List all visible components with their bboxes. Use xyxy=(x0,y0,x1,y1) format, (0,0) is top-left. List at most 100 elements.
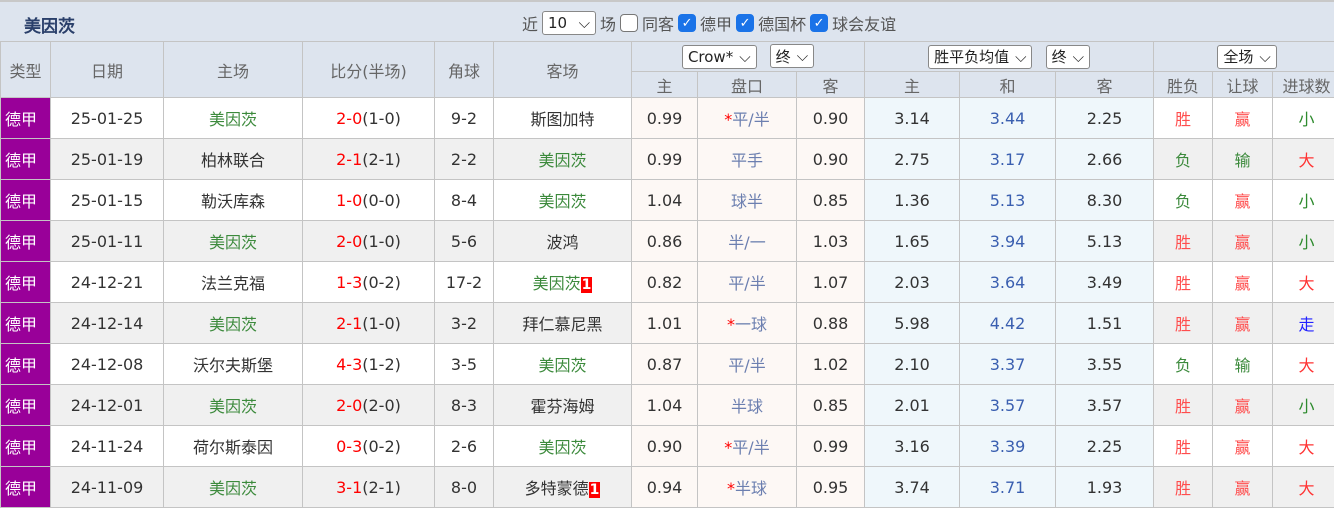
away-team: 美因茨1 xyxy=(493,261,632,303)
league-type[interactable]: 德甲 xyxy=(0,343,51,385)
away-odds: 1.07 xyxy=(796,261,865,303)
red-card-badge: 1 xyxy=(580,277,593,293)
result-win-loss: 胜 xyxy=(1153,466,1214,508)
handicap-line: 半球 xyxy=(697,384,797,426)
home-odds: 0.90 xyxy=(631,425,698,467)
table-row: 德甲 24-12-08 沃尔夫斯堡 4-3(1-2) 3-5 美因茨 0.87 … xyxy=(0,343,1334,385)
result-handicap: 赢 xyxy=(1212,466,1274,508)
team-name[interactable]: 美因茨 xyxy=(532,274,581,293)
result-goals: 小 xyxy=(1272,384,1334,426)
near-label: 近 xyxy=(522,15,539,34)
league-type[interactable]: 德甲 xyxy=(0,302,51,344)
full-score[interactable]: 4-3 xyxy=(336,354,363,374)
handicap-value: 球半 xyxy=(730,192,763,211)
team-name[interactable]: 法兰克福 xyxy=(200,274,265,293)
league-type[interactable]: 德甲 xyxy=(0,220,51,262)
handicap-value: 半球 xyxy=(734,479,767,498)
home-team: 勒沃库森 xyxy=(163,179,303,221)
half-score: (0-2) xyxy=(362,436,401,456)
company-select[interactable]: Crow* ⌵ xyxy=(681,44,757,69)
scope-select[interactable]: 全场 ⌵ xyxy=(1217,44,1277,69)
handicap-line: *平/半 xyxy=(697,425,797,467)
avg-draw: 3.57 xyxy=(959,384,1056,426)
league-type[interactable]: 德甲 xyxy=(0,97,51,139)
full-score[interactable]: 1-3 xyxy=(336,272,363,292)
header-away: 客场 xyxy=(493,41,632,98)
team-name[interactable]: 美因茨 xyxy=(208,397,257,416)
score: 2-0(1-0) xyxy=(302,97,435,139)
final-select-2[interactable]: 终 ⌵ xyxy=(1045,44,1090,69)
team-name[interactable]: 波鸿 xyxy=(546,233,579,252)
result-handicap: 赢 xyxy=(1212,302,1274,344)
league-checkbox-2[interactable]: ✓ xyxy=(810,14,829,32)
team-name[interactable]: 美因茨 xyxy=(538,192,587,211)
home-odds: 1.04 xyxy=(631,384,698,426)
half-score: (2-1) xyxy=(362,477,401,497)
full-score[interactable]: 2-0 xyxy=(336,231,363,251)
same-away-checkbox[interactable] xyxy=(620,14,639,32)
header-date: 日期 xyxy=(50,41,164,98)
match-date: 25-01-25 xyxy=(50,97,164,139)
team-name[interactable]: 美因茨 xyxy=(208,233,257,252)
home-odds: 0.99 xyxy=(631,97,698,139)
home-odds: 0.99 xyxy=(631,138,698,180)
title-bar: 美因茨 近 10 ⌵ 场 同客 ✓ 德甲 ✓ 德国杯 ✓ 球会友谊 xyxy=(0,0,1334,41)
team-name[interactable]: 美因茨 xyxy=(208,479,257,498)
match-count-select[interactable]: 10 ⌵ xyxy=(542,11,597,35)
half-score: (1-0) xyxy=(362,313,401,333)
team-name[interactable]: 霍芬海姆 xyxy=(530,397,595,416)
full-score[interactable]: 2-0 xyxy=(336,395,363,415)
full-score[interactable]: 2-0 xyxy=(336,108,363,128)
league-type[interactable]: 德甲 xyxy=(0,384,51,426)
star-icon: * xyxy=(724,438,733,457)
league-type[interactable]: 德甲 xyxy=(0,179,51,221)
score: 1-0(0-0) xyxy=(302,179,435,221)
home-odds: 0.87 xyxy=(631,343,698,385)
subheader: 主 xyxy=(864,71,960,98)
team-name[interactable]: 柏林联合 xyxy=(200,151,265,170)
full-score[interactable]: 0-3 xyxy=(336,436,363,456)
result-goals: 小 xyxy=(1272,97,1334,139)
team-name[interactable]: 沃尔夫斯堡 xyxy=(192,356,273,375)
filters: 近 10 ⌵ 场 同客 ✓ 德甲 ✓ 德国杯 ✓ 球会友谊 xyxy=(522,11,896,35)
team-name[interactable]: 拜仁慕尼黑 xyxy=(522,315,603,334)
home-team: 法兰克福 xyxy=(163,261,303,303)
result-win-loss: 胜 xyxy=(1153,97,1214,139)
result-win-loss: 负 xyxy=(1153,138,1214,180)
chevron-down-icon: ⌵ xyxy=(1259,47,1271,66)
handicap-value: 平/半 xyxy=(732,438,770,457)
league-checkbox-0[interactable]: ✓ xyxy=(678,14,697,32)
avg-loss: 1.93 xyxy=(1054,466,1155,508)
team-name[interactable]: 美因茨 xyxy=(538,151,587,170)
home-team: 美因茨 xyxy=(163,466,303,508)
full-score[interactable]: 1-0 xyxy=(336,190,363,210)
team-name[interactable]: 美因茨 xyxy=(538,438,587,457)
league-checkbox-1[interactable]: ✓ xyxy=(736,14,755,32)
full-score[interactable]: 2-1 xyxy=(336,149,363,169)
full-score[interactable]: 2-1 xyxy=(336,313,363,333)
average-select[interactable]: 胜平负均值 ⌵ xyxy=(928,44,1033,69)
league-type[interactable]: 德甲 xyxy=(0,138,51,180)
result-handicap: 赢 xyxy=(1212,97,1274,139)
team-name[interactable]: 斯图加特 xyxy=(530,110,595,129)
team-name[interactable]: 勒沃库森 xyxy=(200,192,265,211)
league-type[interactable]: 德甲 xyxy=(0,425,51,467)
result-goals: 大 xyxy=(1272,425,1334,467)
avg-loss: 2.25 xyxy=(1054,97,1155,139)
league-type[interactable]: 德甲 xyxy=(0,466,51,508)
avg-draw: 3.94 xyxy=(959,220,1056,262)
final-select-1[interactable]: 终 ⌵ xyxy=(769,44,815,69)
team-name[interactable]: 美因茨 xyxy=(208,110,257,129)
match-date: 25-01-11 xyxy=(50,220,164,262)
corners: 8-0 xyxy=(434,466,494,508)
league-type[interactable]: 德甲 xyxy=(0,261,51,303)
team-name[interactable]: 美因茨 xyxy=(208,315,257,334)
team-name[interactable]: 多特蒙德 xyxy=(524,479,589,498)
team-name[interactable]: 美因茨 xyxy=(538,356,587,375)
header-score: 比分(半场) xyxy=(302,41,435,98)
same-away-label: 同客 xyxy=(642,15,675,34)
handicap-line: *半球 xyxy=(697,466,797,508)
full-score[interactable]: 3-1 xyxy=(336,477,363,497)
team-name[interactable]: 荷尔斯泰因 xyxy=(192,438,273,457)
avg-draw: 3.44 xyxy=(959,97,1056,139)
